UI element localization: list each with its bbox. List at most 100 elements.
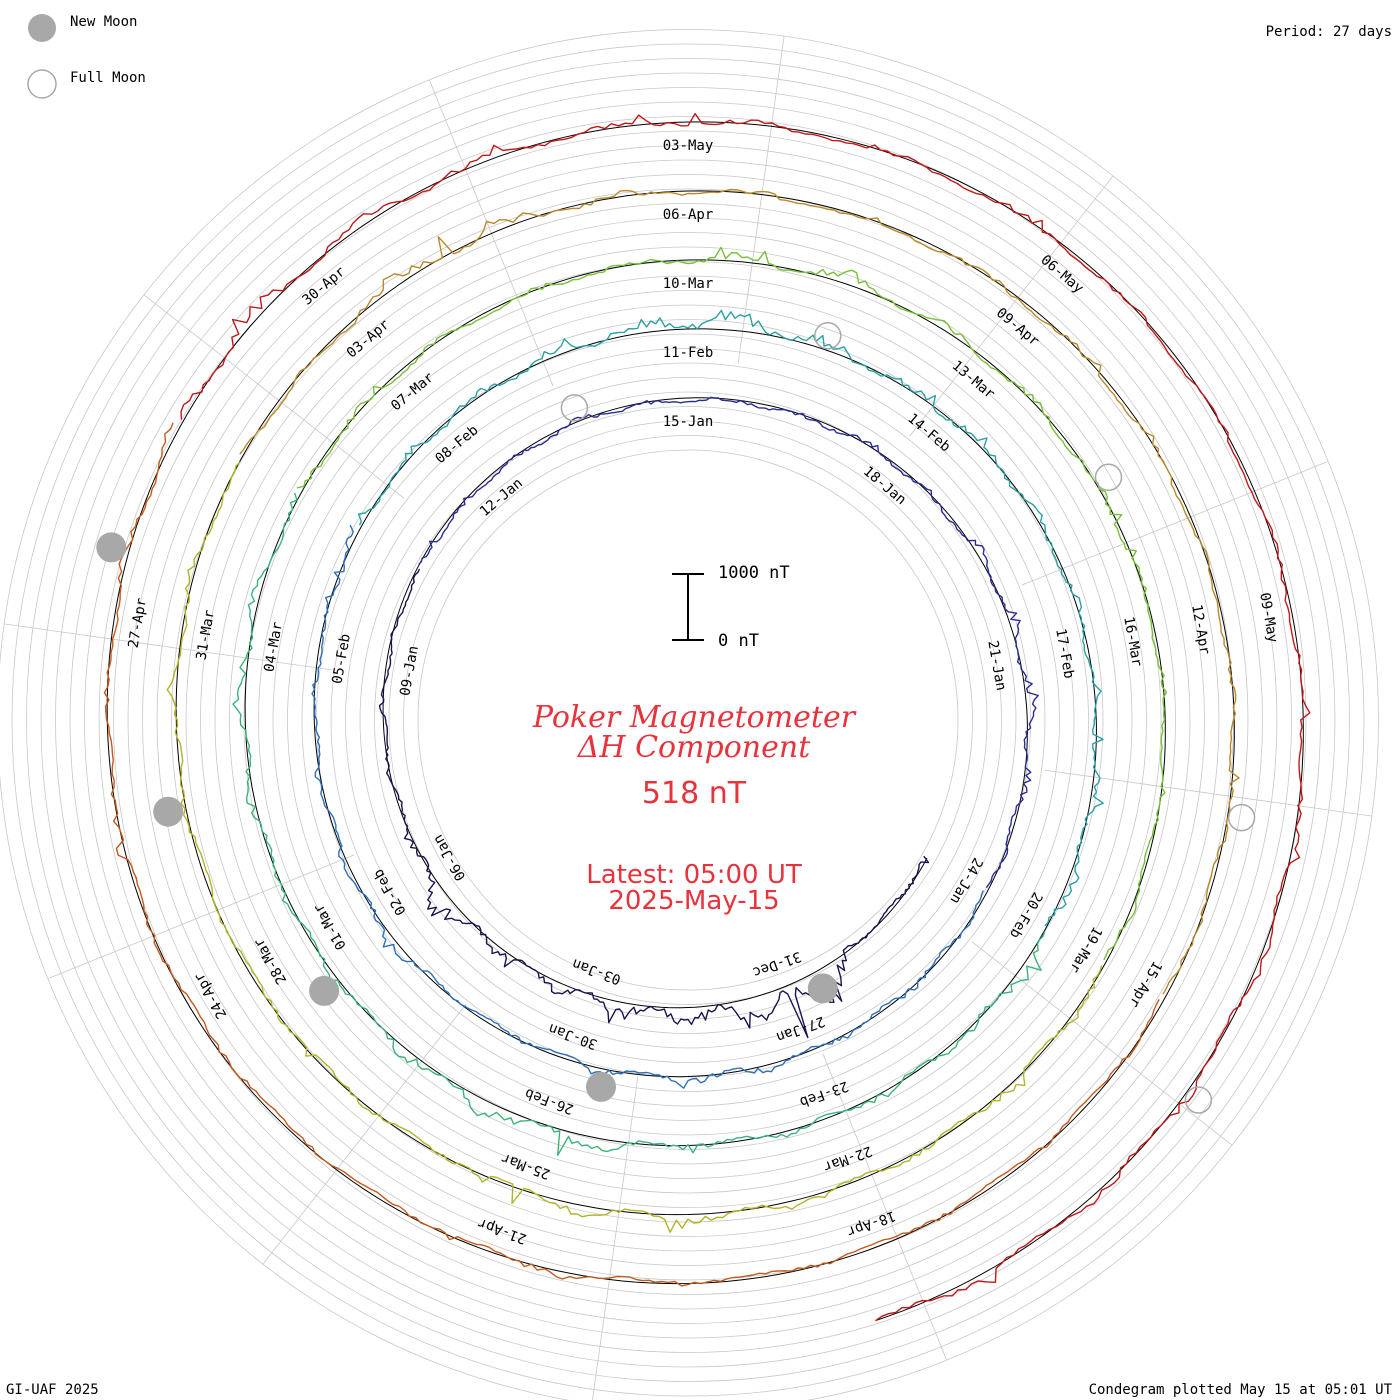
- grid-ring: [171, 203, 1205, 1237]
- date-label: 04-Mar: [261, 621, 286, 674]
- full-moon-marker: [560, 394, 589, 422]
- grid-spoke: [909, 176, 1114, 437]
- dH-trace-segment: [180, 113, 1311, 1322]
- grid-ring: [11, 43, 1365, 1397]
- dH-trace-segment: [357, 309, 1104, 927]
- reference-spiral-line: [106, 121, 1304, 1322]
- new-moon-marker: [807, 973, 838, 1004]
- full-moon-icon: [27, 69, 57, 99]
- dH-trace-segment: [239, 188, 1240, 995]
- grid-spoke: [971, 941, 1232, 1146]
- grid-ring: [345, 377, 1031, 1063]
- date-label: 10-Mar: [663, 276, 714, 292]
- grid-ring: [98, 130, 1278, 1310]
- grid-ring: [359, 391, 1017, 1049]
- data-traces: [103, 113, 1311, 1322]
- date-label: 09-Jan: [397, 645, 422, 698]
- date-label: 18-Jan: [860, 463, 909, 508]
- date-label: 30-Jan: [546, 1020, 599, 1052]
- new-moon-marker: [309, 975, 340, 1006]
- scale-bottom-label: 0 nT: [718, 631, 759, 651]
- new-moon-marker: [153, 796, 184, 827]
- date-label: 22-Mar: [821, 1142, 874, 1174]
- full-moon-marker: [1227, 803, 1256, 832]
- date-label: 11-Feb: [663, 345, 714, 361]
- grid-spoke: [48, 854, 355, 979]
- reference-spiral: [106, 121, 1304, 1322]
- moon-markers: [96, 322, 1256, 1114]
- grid-ring: [272, 304, 1104, 1136]
- grid-ring: [84, 116, 1292, 1324]
- grid-ring: [229, 261, 1147, 1179]
- grid-ring: [40, 72, 1336, 1368]
- date-label: 03-Apr: [344, 317, 393, 362]
- date-label: 03-May: [663, 138, 714, 154]
- scale-bar: [672, 573, 704, 641]
- date-label: 12-Apr: [1188, 603, 1213, 656]
- grid-spoke: [1044, 769, 1372, 817]
- date-label: 19-Mar: [1066, 924, 1105, 976]
- dH-trace-segment: [166, 461, 1103, 1233]
- grid-spoke: [4, 623, 332, 671]
- date-label: 21-Jan: [984, 639, 1009, 692]
- grid-spoke: [737, 36, 785, 364]
- scale-top-label: 1000 nT: [718, 563, 790, 583]
- date-label: 05-Feb: [329, 633, 354, 686]
- grid-ring: [185, 217, 1191, 1223]
- dH-trace-segment: [418, 396, 1039, 889]
- grid-spokes: [4, 36, 1372, 1400]
- new-moon-marker: [96, 532, 127, 563]
- credit-label: GI-UAF 2025: [6, 1382, 99, 1398]
- date-label: 15-Jan: [663, 414, 714, 430]
- full-moon-marker: [1184, 1086, 1213, 1114]
- grid-rings: [0, 29, 1379, 1400]
- date-label: 25-Mar: [499, 1150, 552, 1182]
- date-label: 06-May: [1037, 252, 1086, 297]
- current-value: 518 nT: [641, 776, 747, 811]
- chart-title: Poker Magnetometer: [532, 700, 856, 735]
- grid-ring: [374, 406, 1002, 1034]
- date-label: 16-Mar: [1120, 615, 1145, 668]
- grid-ring: [403, 435, 973, 1005]
- dH-trace-segment: [296, 246, 1168, 961]
- grid-ring: [214, 246, 1162, 1194]
- grid-ring: [26, 58, 1350, 1382]
- date-label: 06-Apr: [663, 207, 714, 223]
- grid-spoke: [144, 294, 405, 499]
- grid-ring: [69, 101, 1307, 1339]
- grid-ring: [258, 290, 1118, 1150]
- grid-ring: [287, 319, 1089, 1121]
- grid-ring: [200, 232, 1176, 1208]
- full-moon-marker: [1094, 463, 1123, 492]
- dH-trace-segment: [232, 492, 1046, 1156]
- grid-spoke: [822, 1053, 947, 1360]
- grid-ring: [113, 145, 1263, 1295]
- date-label: 09-May: [1256, 591, 1281, 644]
- grid-ring: [301, 333, 1075, 1107]
- grid-ring: [243, 275, 1133, 1165]
- grid-ring: [156, 188, 1220, 1252]
- date-label: 21-Apr: [476, 1214, 529, 1246]
- date-label: 17-Feb: [1052, 627, 1077, 680]
- latest-time: Latest: 05:00 UT: [586, 860, 802, 890]
- date-label: 26-Feb: [523, 1085, 576, 1117]
- dH-trace-segment: [378, 568, 930, 1039]
- date-label: 18-Apr: [845, 1207, 898, 1239]
- new-moon-marker: [586, 1071, 616, 1102]
- grid-spoke: [592, 1076, 639, 1400]
- grid-ring: [127, 159, 1249, 1281]
- full-moon-marker: [814, 322, 842, 350]
- period-label: Period: 27 days: [1265, 24, 1392, 40]
- grid-spoke: [262, 1003, 467, 1264]
- date-label: 27-Apr: [126, 597, 151, 650]
- new-moon-icon: [28, 14, 56, 42]
- dH-trace-segment: [311, 524, 984, 1089]
- plotted-timestamp: Condegram plotted May 15 at 05:01 UT: [1088, 1382, 1392, 1398]
- legend-new-moon-label: New Moon: [70, 14, 138, 30]
- grid-ring: [417, 449, 959, 991]
- date-label: 27-Jan: [774, 1013, 827, 1045]
- chart-subtitle: ΔH Component: [577, 730, 811, 765]
- date-label: 07-Mar: [388, 370, 437, 415]
- latest-date: 2025-May-15: [608, 886, 780, 916]
